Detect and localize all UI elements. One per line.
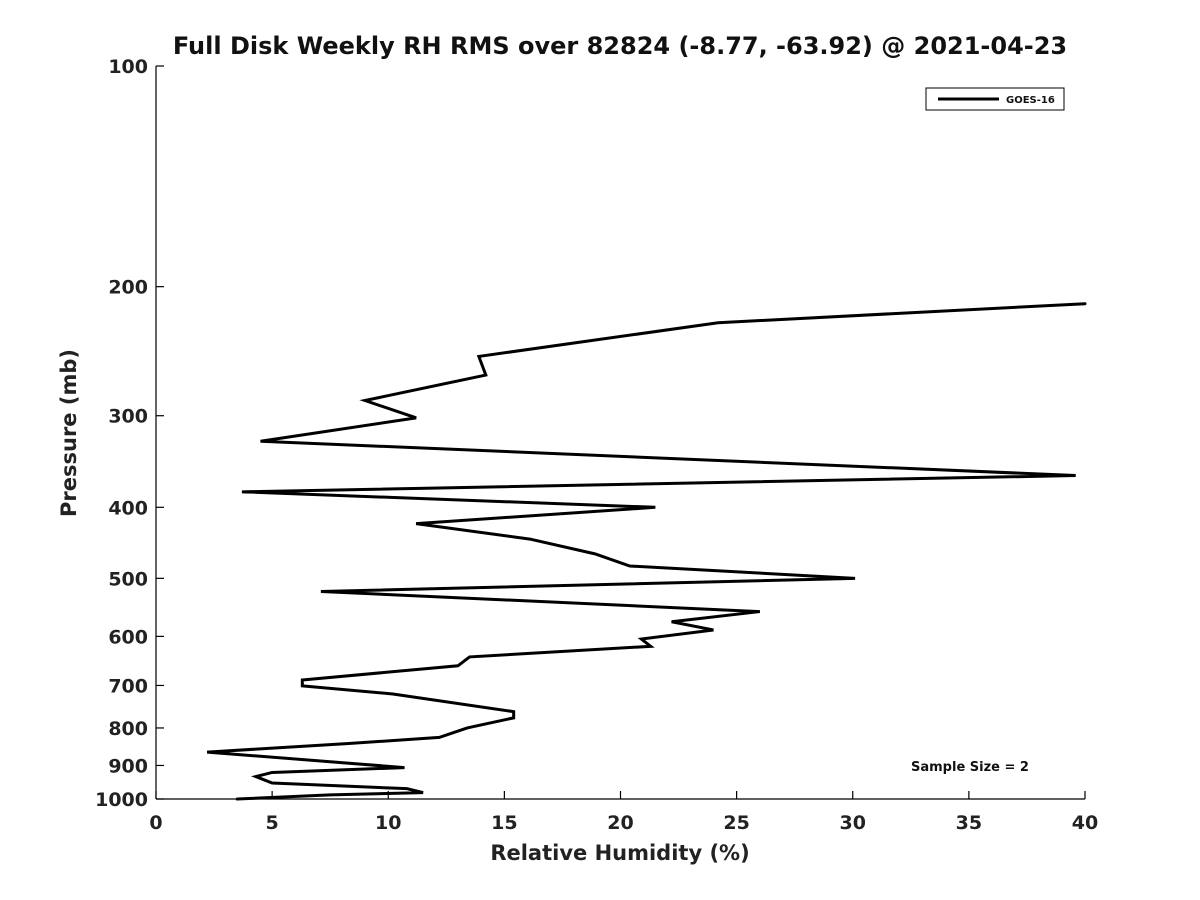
series-group: [206, 302, 1087, 801]
legend-label-goes-16: GOES-16: [1006, 95, 1055, 106]
y-tick-label: 1000: [95, 789, 148, 811]
x-tick-label: 5: [266, 812, 279, 834]
y-tick-label: 100: [108, 56, 148, 78]
y-tick-label: 800: [108, 718, 148, 740]
y-tick-label: 500: [108, 568, 148, 590]
y-axis: 100 200 300 400 500 600 700 800 900 1000: [95, 56, 164, 811]
x-axis: 0 5 10 15 20 25 30 35 40: [149, 791, 1098, 834]
legend: GOES-16: [925, 87, 1065, 111]
x-tick-label: 35: [956, 812, 982, 834]
x-tick-label: 0: [149, 812, 162, 834]
y-tick-label: 700: [108, 675, 148, 697]
x-tick-label: 25: [723, 812, 749, 834]
x-tick-label: 10: [375, 812, 401, 834]
y-tick-label: 900: [108, 755, 148, 777]
x-axis-label: Relative Humidity (%): [490, 841, 749, 865]
x-tick-label: 40: [1072, 812, 1098, 834]
y-tick-label: 600: [108, 626, 148, 648]
y-axis-label: Pressure (mb): [57, 349, 81, 517]
y-tick-label: 400: [108, 497, 148, 519]
y-tick-label: 300: [108, 406, 148, 428]
x-tick-label: 30: [840, 812, 866, 834]
series-line-goes-16: [206, 302, 1087, 801]
y-tick-label: 200: [108, 277, 148, 299]
x-tick-label: 20: [607, 812, 633, 834]
chart-title: Full Disk Weekly RH RMS over 82824 (-8.7…: [173, 32, 1067, 60]
sample-size-annotation: Sample Size = 2: [911, 760, 1029, 775]
x-tick-label: 15: [491, 812, 517, 834]
